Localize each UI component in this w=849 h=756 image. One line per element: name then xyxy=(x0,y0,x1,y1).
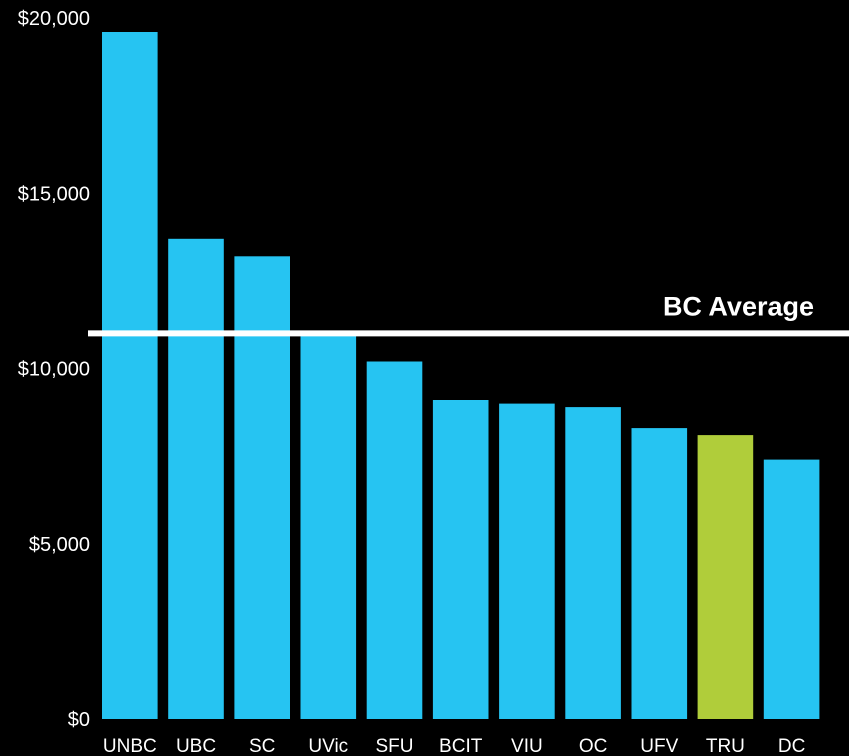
x-tick-label-dc: DC xyxy=(778,736,805,756)
x-tick-label-uvic: UVic xyxy=(308,736,348,756)
bar-bcit xyxy=(432,400,489,719)
bar-ubc xyxy=(168,238,224,720)
bar-tru xyxy=(697,435,754,719)
bc-average-label: BC Average xyxy=(663,291,814,321)
x-tick-label-unbc: UNBC xyxy=(103,736,157,756)
x-tick-label-oc: OC xyxy=(579,736,608,756)
x-tick-label-ufv: UFV xyxy=(640,736,678,756)
y-tick-label: $10,000 xyxy=(18,359,90,381)
x-tick-label-tru: TRU xyxy=(706,736,745,756)
bar-ufv xyxy=(631,428,688,719)
bar-unbc xyxy=(102,32,158,719)
bar-uvic xyxy=(300,333,357,719)
bar-viu xyxy=(499,403,555,719)
y-axis-ticks: $0 $5,000 $10,000 $15,000 $20,000 xyxy=(18,8,90,731)
x-tick-label-ubc: UBC xyxy=(176,736,216,756)
x-tick-label-bcit: BCIT xyxy=(439,736,483,756)
x-axis-labels: UNBC UBC SC UVic SFU BCIT VIU OC UFV TRU DC xyxy=(103,736,805,756)
y-tick-label: $0 xyxy=(68,709,90,731)
bar-sfu xyxy=(366,361,423,719)
x-tick-label-sfu: SFU xyxy=(376,736,414,756)
bar-dc xyxy=(763,459,820,719)
y-tick-label: $20,000 xyxy=(18,8,90,30)
reference-line-group: BC Average xyxy=(88,291,849,337)
bar-sc xyxy=(234,256,290,719)
x-tick-label-sc: SC xyxy=(249,736,275,756)
x-tick-label-viu: VIU xyxy=(511,736,543,756)
y-tick-label: $15,000 xyxy=(18,183,90,205)
y-tick-label: $5,000 xyxy=(29,534,90,556)
bars-group xyxy=(102,32,820,720)
bar-oc xyxy=(565,407,621,719)
